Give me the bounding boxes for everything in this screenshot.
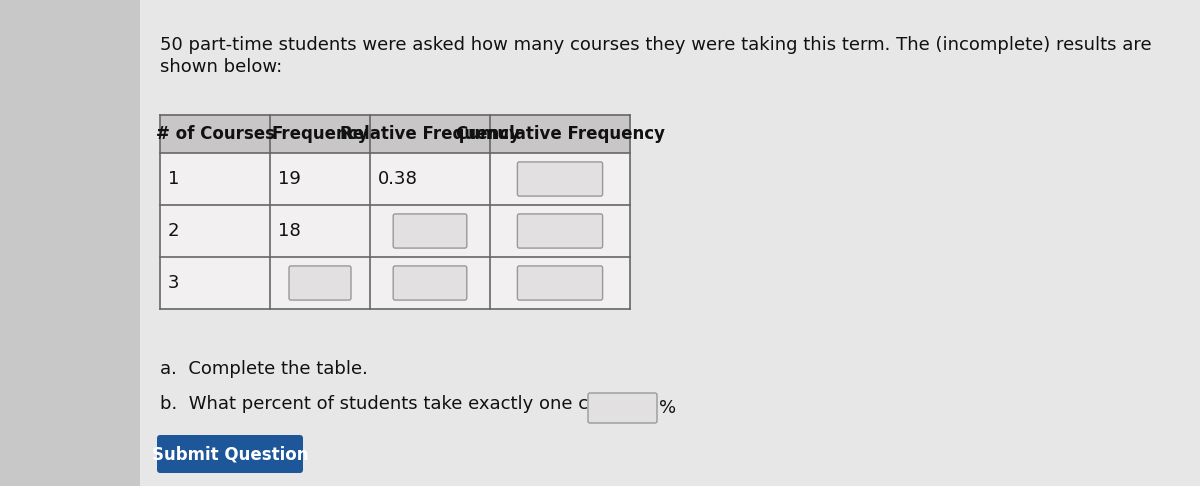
- FancyBboxPatch shape: [394, 266, 467, 300]
- Text: 0.38: 0.38: [378, 170, 418, 188]
- Text: shown below:: shown below:: [160, 58, 282, 76]
- Text: # of Courses: # of Courses: [156, 125, 275, 143]
- Text: Cumulative Frequency: Cumulative Frequency: [456, 125, 665, 143]
- FancyBboxPatch shape: [289, 266, 352, 300]
- Text: %: %: [659, 399, 676, 417]
- Text: 1: 1: [168, 170, 179, 188]
- Text: Frequency: Frequency: [271, 125, 368, 143]
- FancyBboxPatch shape: [588, 393, 658, 423]
- Text: a.  Complete the table.: a. Complete the table.: [160, 360, 368, 378]
- Text: b.  What percent of students take exactly one course?: b. What percent of students take exactly…: [160, 395, 648, 413]
- Bar: [160, 115, 630, 153]
- Text: 2: 2: [168, 222, 180, 240]
- Text: 19: 19: [278, 170, 301, 188]
- Bar: [140, 0, 1200, 486]
- Text: 18: 18: [278, 222, 301, 240]
- Text: 3: 3: [168, 274, 180, 292]
- FancyBboxPatch shape: [517, 214, 602, 248]
- FancyBboxPatch shape: [157, 435, 302, 473]
- Bar: [160, 205, 630, 257]
- Text: 50 part-time students were asked how many courses they were taking this term. Th: 50 part-time students were asked how man…: [160, 36, 1152, 54]
- FancyBboxPatch shape: [517, 266, 602, 300]
- Text: Submit Question: Submit Question: [151, 445, 308, 463]
- Bar: [160, 257, 630, 309]
- Text: Relative Frequency: Relative Frequency: [340, 125, 520, 143]
- FancyBboxPatch shape: [517, 162, 602, 196]
- Bar: [160, 153, 630, 205]
- FancyBboxPatch shape: [394, 214, 467, 248]
